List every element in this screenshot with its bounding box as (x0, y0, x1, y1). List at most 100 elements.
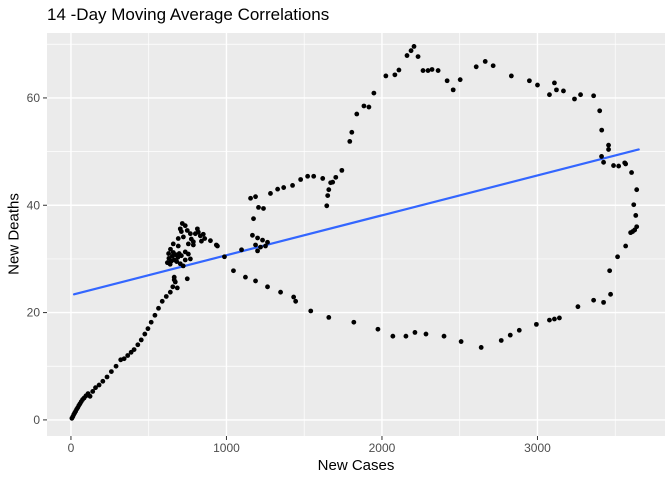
data-point (202, 236, 208, 241)
y-tick-label: 40 (27, 198, 41, 212)
data-point (412, 330, 418, 335)
data-point (333, 174, 339, 180)
data-point (166, 251, 172, 256)
y-tick-label: 60 (27, 91, 41, 105)
data-point (383, 73, 389, 79)
data-point (255, 248, 260, 254)
x-tick-label: 2000 (369, 441, 396, 455)
data-point (281, 185, 287, 190)
data-point (396, 67, 402, 73)
data-point (185, 251, 191, 257)
data-point (347, 138, 353, 144)
data-point (608, 291, 613, 297)
data-point (253, 194, 258, 200)
data-point (248, 195, 253, 201)
data-point (255, 235, 260, 241)
data-point (420, 68, 426, 73)
data-point (265, 239, 270, 245)
panel-background (47, 33, 665, 436)
data-point (215, 243, 220, 249)
data-point (473, 64, 479, 70)
data-point (184, 276, 190, 282)
data-point (591, 93, 597, 99)
data-point (159, 298, 165, 304)
data-point (633, 213, 639, 218)
data-point (290, 182, 295, 188)
data-point (104, 374, 110, 380)
y-axis-title: New Deaths (5, 193, 23, 275)
data-point (170, 241, 176, 247)
y-tick-label: 0 (33, 413, 40, 427)
data-point (135, 342, 141, 348)
data-point (561, 88, 566, 94)
data-point (392, 72, 398, 78)
data-point (554, 87, 559, 93)
data-point (251, 216, 256, 222)
data-point (404, 53, 410, 58)
x-tick-label: 1000 (213, 441, 240, 455)
data-point (435, 68, 441, 73)
data-point (547, 317, 552, 323)
data-point (260, 237, 265, 243)
data-point (195, 229, 201, 235)
data-point (261, 206, 266, 211)
data-point (185, 241, 191, 247)
data-point (325, 193, 331, 198)
data-point (441, 333, 447, 339)
data-point (239, 247, 244, 253)
data-point (339, 167, 345, 173)
data-point (174, 259, 180, 264)
data-point (557, 315, 562, 321)
data-point (275, 186, 281, 192)
data-point (429, 67, 435, 72)
data-point (457, 77, 463, 83)
data-point (498, 338, 504, 343)
data-point (444, 78, 450, 84)
data-point (482, 59, 488, 64)
data-point (178, 229, 184, 234)
data-point (450, 87, 456, 93)
data-point (256, 205, 261, 210)
data-point (311, 173, 317, 179)
data-point (152, 312, 158, 318)
data-point (425, 68, 431, 73)
data-point (607, 268, 613, 274)
data-point (131, 347, 137, 353)
data-point (634, 187, 640, 193)
data-point (163, 294, 169, 299)
data-point (615, 254, 620, 260)
data-point (324, 203, 330, 209)
data-point (268, 191, 273, 196)
data-point (354, 111, 360, 117)
data-point (148, 319, 154, 325)
data-point (403, 333, 409, 339)
data-point (265, 284, 270, 290)
data-point (552, 80, 557, 86)
data-point (411, 44, 417, 49)
x-tick-label: 0 (68, 441, 75, 455)
data-point (142, 331, 148, 337)
data-point (535, 82, 540, 88)
data-point (351, 319, 357, 325)
data-point (611, 163, 616, 168)
data-point (375, 326, 381, 332)
data-point (145, 326, 151, 332)
data-point (291, 294, 297, 300)
data-point (184, 228, 190, 233)
data-point (175, 243, 181, 249)
data-point (175, 236, 181, 241)
data-point (508, 73, 514, 79)
data-point (591, 297, 597, 303)
data-point (190, 239, 196, 245)
data-point (552, 316, 557, 322)
data-point (599, 154, 604, 159)
data-point (167, 289, 173, 295)
data-point (601, 159, 606, 165)
data-point (168, 246, 173, 252)
data-point (490, 63, 496, 69)
data-point (330, 179, 336, 185)
chart-title: 14 -Day Moving Average Correlations (47, 5, 330, 24)
data-point (298, 177, 304, 182)
